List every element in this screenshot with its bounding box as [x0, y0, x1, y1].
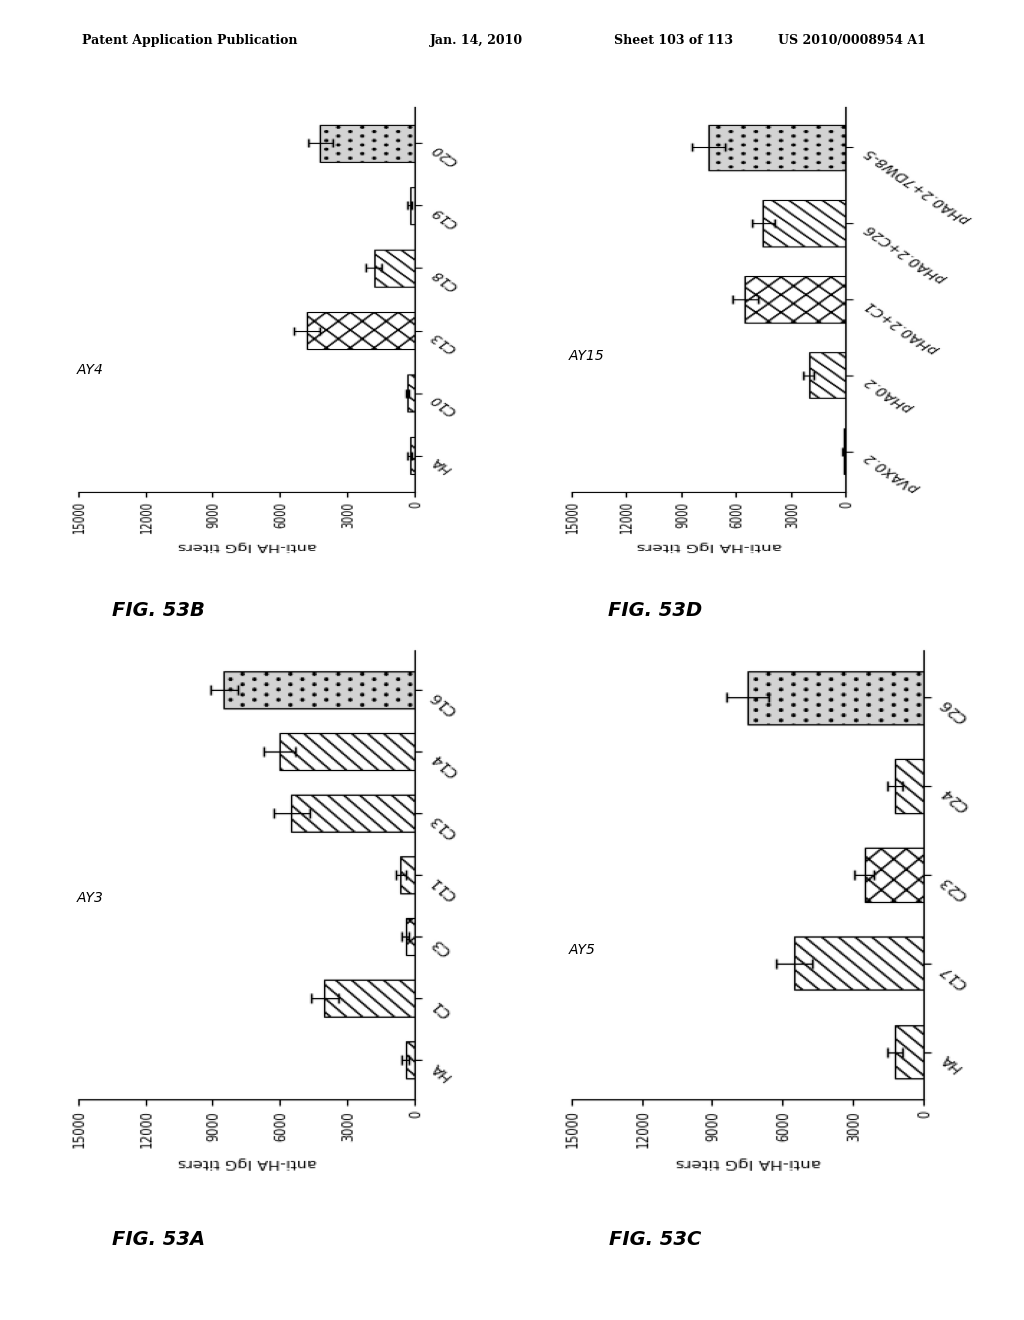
Text: Jan. 14, 2010: Jan. 14, 2010: [430, 34, 523, 48]
Text: AY5: AY5: [568, 944, 595, 957]
Text: US 2010/0008954 A1: US 2010/0008954 A1: [778, 34, 926, 48]
Text: AY3: AY3: [77, 891, 103, 904]
Text: Sheet 103 of 113: Sheet 103 of 113: [614, 34, 733, 48]
Text: FIG. 53B: FIG. 53B: [113, 601, 205, 619]
Text: FIG. 53A: FIG. 53A: [113, 1230, 205, 1249]
Text: AY4: AY4: [77, 363, 103, 376]
Text: Patent Application Publication: Patent Application Publication: [82, 34, 297, 48]
Text: FIG. 53D: FIG. 53D: [608, 601, 702, 619]
Text: AY15: AY15: [568, 350, 604, 363]
Text: FIG. 53C: FIG. 53C: [609, 1230, 701, 1249]
